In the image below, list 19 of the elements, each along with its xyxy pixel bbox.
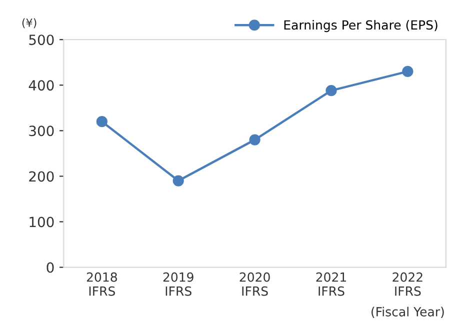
x-axis-title: (Fiscal Year) — [372, 306, 444, 318]
y-tick-label: 100 — [30, 216, 54, 228]
x-tick-label: 2018 IFRS — [86, 272, 117, 296]
point — [249, 134, 260, 146]
y-tick-label: 200 — [29, 171, 54, 182]
y-tick-label: 500 — [29, 34, 54, 46]
point — [96, 116, 108, 128]
y-axis-title: (¥) — [22, 18, 36, 28]
x-tick-label: 2022 IFRS — [392, 272, 422, 296]
point — [172, 175, 184, 186]
y-tick-label: 0 — [46, 262, 54, 273]
point — [402, 66, 414, 78]
y-tick-label: 300 — [29, 126, 54, 136]
x-tick-label: 2021 IFRS — [316, 272, 346, 296]
x-tick-label: 2019 IFRS — [163, 272, 194, 296]
point — [326, 85, 337, 96]
x-tick-label: 2020 IFRS — [240, 272, 270, 296]
legend-label: Earnings Per Share (EPS) — [284, 20, 438, 32]
y-tick-label: 400 — [28, 80, 54, 91]
